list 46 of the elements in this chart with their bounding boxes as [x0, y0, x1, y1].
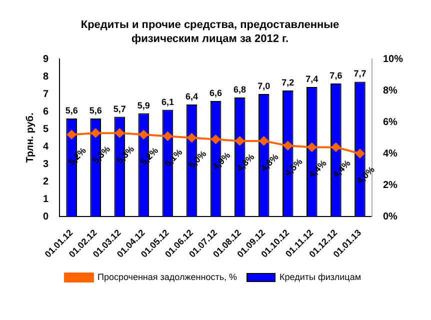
chart-title: Кредиты и прочие средства, предоставленные физическим лицам за 2012 г. [80, 18, 340, 46]
y2-tick-label: 0% [382, 211, 398, 222]
data-label: 7,4 [306, 74, 318, 84]
point [187, 133, 196, 142]
point [307, 142, 316, 152]
data-label: 6,1 [161, 96, 174, 107]
data-label: 5,6 [89, 106, 102, 116]
point [67, 130, 76, 140]
legend-label: Просроченная задолженность, % [97, 272, 238, 282]
data-label: 7,0 [258, 81, 270, 92]
y2-tick-label: 2% [382, 180, 398, 191]
y2-tick-label: 10% [382, 54, 404, 65]
point [259, 136, 268, 146]
point [355, 149, 364, 158]
data-label: 5,9 [137, 100, 150, 110]
point [139, 130, 148, 140]
y-tick-label: 4 [43, 141, 49, 152]
y2-tick-label: 4% [382, 148, 398, 160]
y-tick-label: 1 [43, 194, 49, 205]
y-tick-label: 3 [43, 158, 49, 170]
y-tick-label: 5 [43, 124, 49, 135]
y-axis-title: Трлн. руб. [24, 112, 36, 163]
data-label: 5,7 [113, 104, 126, 114]
y-tick-label: 6 [43, 106, 49, 118]
point [115, 128, 124, 138]
data-label: 6,4 [185, 92, 198, 102]
y-tick-label: 9 [43, 54, 49, 65]
legend-label: Кредиты физлицам [280, 272, 362, 282]
data-label: 6,8 [234, 84, 246, 95]
y2-tick-label: 6% [382, 116, 398, 128]
data-label: 7,7 [354, 68, 366, 79]
y2-tick-label: 8% [382, 85, 398, 96]
point [331, 142, 340, 152]
y-tick-label: 2 [43, 176, 49, 188]
data-label: 5,6 [65, 106, 78, 116]
y-tick-label: 0 [43, 211, 49, 222]
y-tick-label: 8 [43, 71, 49, 82]
data-label: 7,6 [330, 70, 342, 80]
data-label: 7,2 [282, 78, 294, 88]
point [163, 132, 172, 141]
y-tick-label: 7 [43, 88, 49, 100]
point [283, 141, 292, 150]
point [211, 134, 220, 144]
point [91, 128, 100, 138]
point [235, 136, 244, 146]
data-label: 6,6 [210, 88, 222, 98]
